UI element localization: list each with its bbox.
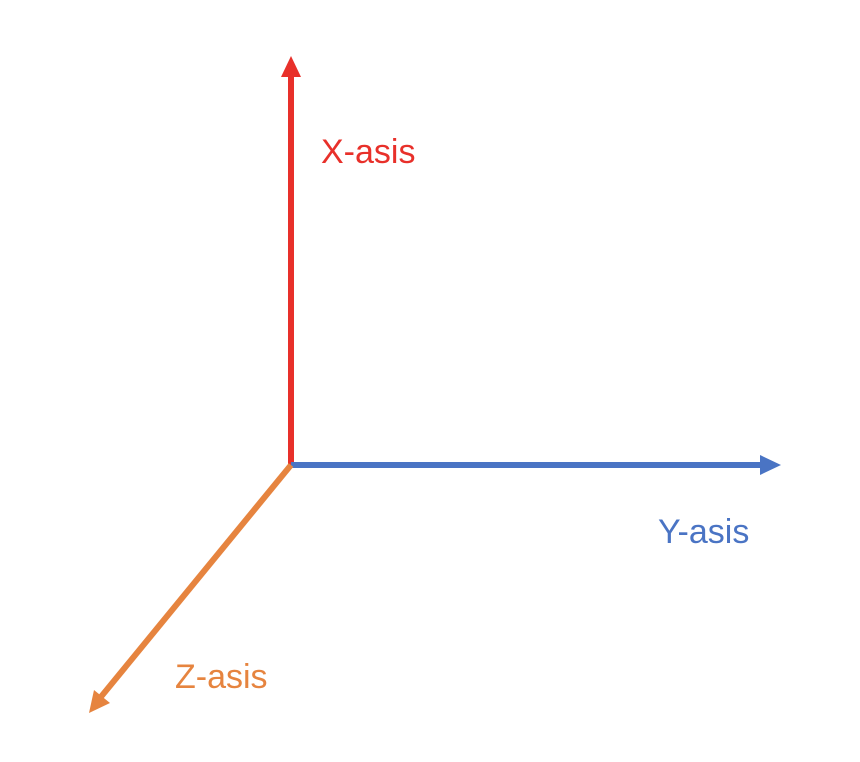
y-axis-label: Y-asis [658,513,749,551]
z-axis-arrowhead [89,690,110,713]
y-axis-arrowhead [760,455,781,475]
y-axis [291,455,781,475]
z-axis [89,463,294,713]
z-axis-line [97,463,294,700]
z-axis-label: Z-asis [175,658,268,696]
x-axis [281,56,301,465]
x-axis-arrowhead [281,56,301,77]
x-axis-label: X-asis [321,133,415,171]
